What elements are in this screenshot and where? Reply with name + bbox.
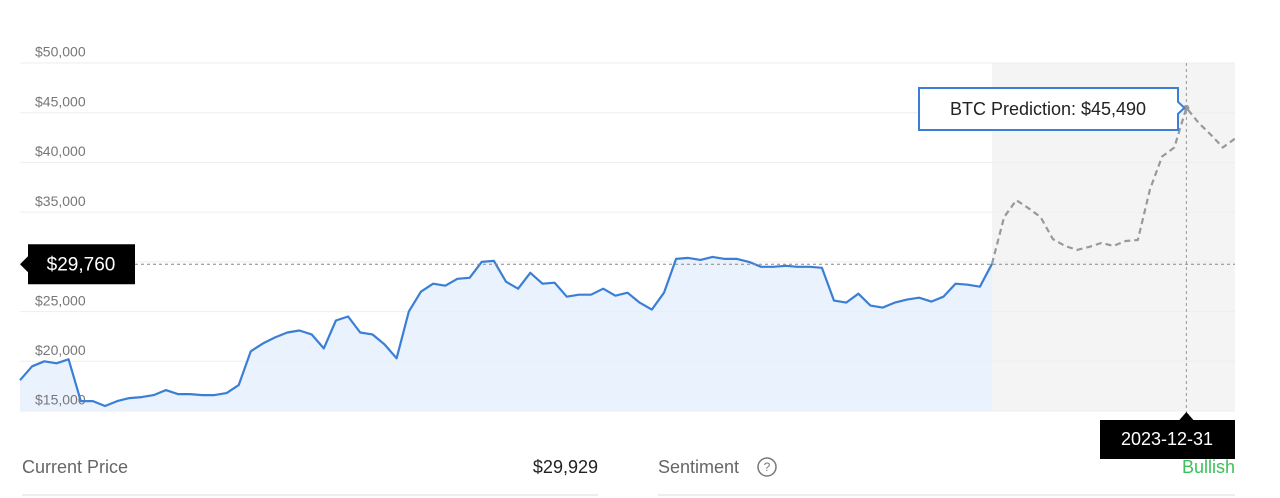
y-tick-label: $20,000	[35, 342, 86, 358]
date-label: 2023-12-31	[1100, 412, 1235, 459]
y-tick-label: $40,000	[35, 143, 86, 159]
y-tick-label: $45,000	[35, 93, 86, 109]
stat-label: Current Price	[22, 457, 128, 477]
prediction-tooltip: BTC Prediction: $45,490	[918, 87, 1186, 131]
stat-label: Sentiment	[658, 457, 739, 477]
price-label: $29,760	[20, 244, 135, 285]
price-label-text: $29,760	[47, 254, 116, 275]
y-tick-label: $50,000	[35, 44, 86, 60]
date-box	[1100, 412, 1235, 459]
area	[20, 256, 992, 411]
tooltip-text: BTC Prediction: $45,490	[950, 99, 1146, 119]
line	[990, 106, 1236, 265]
date-text: 2023-12-31	[1121, 429, 1213, 449]
y-tick-label: $25,000	[35, 292, 86, 308]
line	[19, 255, 993, 408]
help-icon[interactable]: ?	[757, 457, 777, 477]
stat-value: $29,929	[533, 457, 598, 477]
tooltip-box	[918, 87, 1186, 131]
y-tick-label: $35,000	[35, 193, 86, 209]
stat-value: Bullish	[1182, 457, 1235, 477]
peak-point	[1183, 104, 1190, 111]
y-tick-label: $15,000	[35, 392, 86, 408]
price-label-box	[20, 244, 135, 285]
svg-text:?: ?	[764, 460, 771, 474]
stats: Current Price $29,929 Sentiment ? Bullis…	[22, 457, 1235, 496]
